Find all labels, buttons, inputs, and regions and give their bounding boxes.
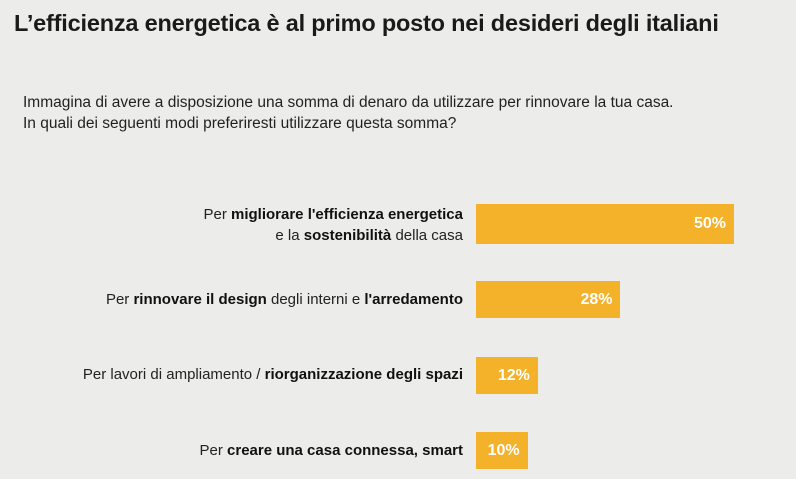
bar-value-label: 50%	[693, 215, 726, 232]
bar: 12%	[476, 357, 538, 394]
bar-row-smart: Per creare una casa connessa, smart 10%	[0, 432, 796, 469]
bar-row-design: Per rinnovare il design degli interni e …	[0, 281, 796, 318]
bar: 50%	[476, 204, 734, 244]
question-line-1: Immagina di avere a disposizione una som…	[23, 94, 674, 111]
bar-value-label: 28%	[580, 290, 613, 308]
bar: 28%	[476, 281, 621, 318]
bar-row-ampliamento: Per lavori di ampliamento / riorganizzaz…	[0, 357, 796, 394]
survey-question: Immagina di avere a disposizione una som…	[23, 92, 674, 134]
category-label: Per migliorare l'efficienza energetica e…	[203, 206, 463, 244]
category-label: Per rinnovare il design degli interni e …	[105, 291, 463, 308]
question-line-2: In quali dei seguenti modi preferiresti …	[23, 115, 457, 132]
bar-row-efficienza: Per migliorare l'efficienza energetica e…	[0, 204, 796, 244]
category-label: Per creare una casa connessa, smart	[199, 442, 464, 459]
bar-value-label: 12%	[497, 366, 530, 384]
bar-value-label: 10%	[487, 441, 520, 459]
chart-title: L’efficienza energetica è al primo posto…	[14, 10, 719, 36]
category-label: Per lavori di ampliamento / riorganizzaz…	[82, 366, 463, 383]
bar: 10%	[476, 432, 528, 469]
